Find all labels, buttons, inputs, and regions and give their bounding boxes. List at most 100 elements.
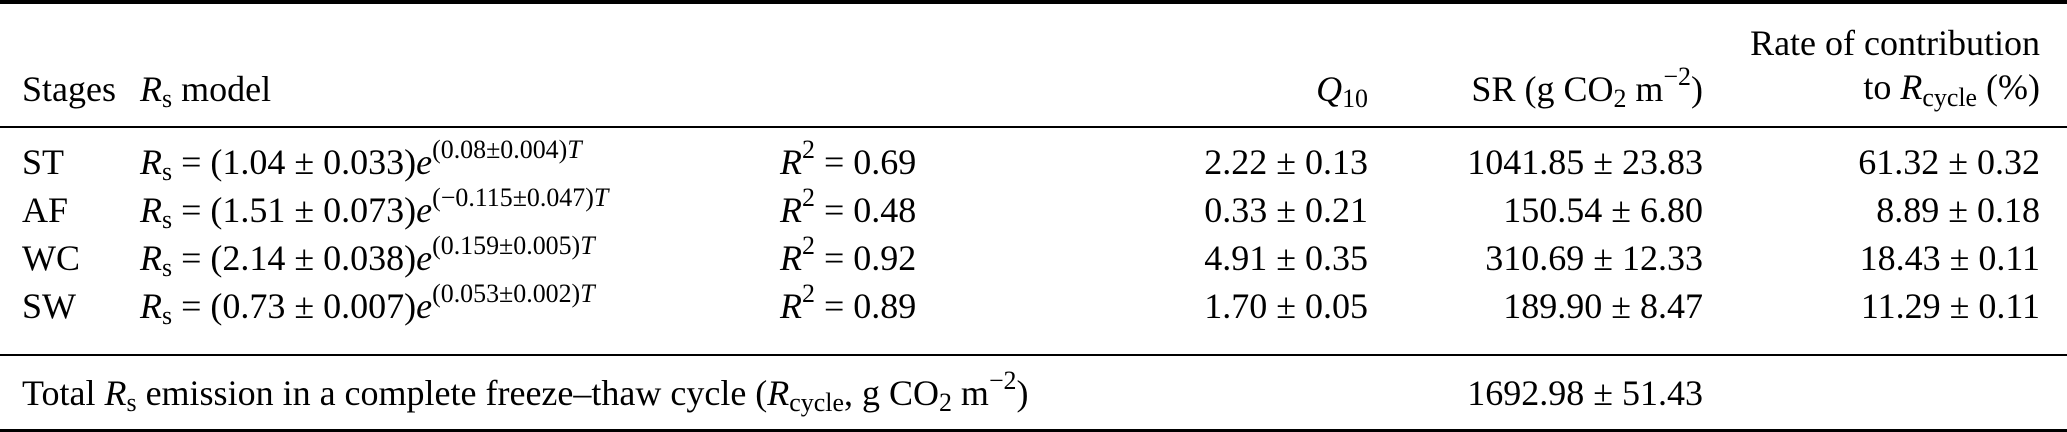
- table-body: ST Rs = (1.04 ± 0.033)e(0.08±0.004)T R2 …: [0, 128, 2067, 356]
- math-sub-s: s: [126, 387, 137, 417]
- total-text-pre: Total: [22, 372, 105, 413]
- math-sub-s: s: [162, 253, 173, 283]
- model-cell: Rs = (1.51 ± 0.073)e(−0.115±0.047)T: [140, 183, 780, 235]
- model-cell: Rs = (0.73 ± 0.007)e(0.053±0.002)T: [140, 279, 780, 330]
- model-cell: Rs = (1.04 ± 0.033)e(0.08±0.004)T: [140, 135, 780, 187]
- stage-label: AF: [22, 190, 69, 230]
- header-sr-close-paren: ): [1691, 69, 1703, 109]
- math-R: R: [140, 238, 162, 278]
- stage-label: ST: [22, 142, 65, 182]
- header-rate-line1: Rate of contribution: [1750, 23, 2040, 64]
- model-coefficient: (2.14 ± 0.038): [210, 238, 417, 278]
- q10-cell: 0.33 ± 0.21: [1204, 190, 1368, 230]
- math-R: R: [1900, 67, 1923, 108]
- model-exponent: (0.159±0.005)T: [432, 231, 594, 260]
- exponent-value: (−0.115±0.047): [432, 183, 594, 213]
- r2-value: 0.48: [853, 190, 917, 230]
- math-sub-cycle: cycle: [789, 387, 844, 417]
- q10-cell: 2.22 ± 0.13: [1204, 142, 1368, 182]
- table-header: Stages Rs model Q10 SR (g CO2 m−2) Rate …: [0, 4, 2067, 128]
- model-coefficient: (0.73 ± 0.007): [210, 286, 417, 326]
- stage-cell: AF: [22, 186, 140, 234]
- header-rate-of-contribution: Rate of contribution to Rcycle (%): [1703, 22, 2040, 112]
- math-e: e: [416, 238, 433, 278]
- equals-sign: =: [814, 190, 854, 230]
- r2-value: 0.92: [853, 238, 917, 278]
- math-sub-s: s: [162, 84, 173, 114]
- header-stages: Stages: [22, 68, 140, 110]
- math-sup-2: 2: [802, 279, 815, 309]
- math-sup-2: 2: [802, 231, 815, 261]
- model-exponent: (0.08±0.004)T: [432, 135, 582, 164]
- header-q10: Q10: [1033, 68, 1368, 114]
- math-sub-cycle: cycle: [1922, 82, 1978, 112]
- rate-cell: 61.32 ± 0.32: [1858, 142, 2040, 182]
- math-sub-10: 10: [1342, 84, 1368, 114]
- r2-value: 0.69: [853, 142, 917, 182]
- math-R: R: [140, 69, 162, 109]
- total-label: Total Rs emission in a complete freeze–t…: [22, 366, 1368, 417]
- co2-subscript: 2: [1613, 84, 1627, 114]
- r2-cell: R2 = 0.92: [780, 231, 1033, 282]
- exponent-value: (0.159±0.005): [432, 231, 581, 261]
- math-R: R: [104, 372, 127, 413]
- total-text-mid1: emission in a complete freeze–thaw cycle…: [136, 372, 768, 413]
- r2-value: 0.89: [853, 286, 917, 326]
- sr-cell: 1041.85 ± 23.83: [1467, 142, 1703, 182]
- total-sr-value: 1692.98 ± 51.43: [1467, 372, 1703, 413]
- rate-cell: 11.29 ± 0.11: [1860, 286, 2040, 326]
- math-e: e: [416, 190, 433, 230]
- math-R: R: [780, 286, 802, 326]
- r2-cell: R2 = 0.89: [780, 279, 1033, 330]
- rate-cell: 18.43 ± 0.11: [1859, 238, 2040, 278]
- exponent-minus-2: −2: [1663, 62, 1691, 92]
- sr-cell: 150.54 ± 6.80: [1503, 190, 1703, 230]
- equals-sign: =: [172, 286, 211, 326]
- header-rate-line2: to Rcycle (%): [1703, 66, 2040, 112]
- math-e: e: [416, 142, 433, 182]
- math-R: R: [140, 190, 162, 230]
- r2-cell: R2 = 0.48: [780, 183, 1033, 234]
- model-exponent: (0.053±0.002)T: [432, 279, 594, 308]
- model-cell: Rs = (2.14 ± 0.038)e(0.159±0.005)T: [140, 231, 780, 283]
- math-sub-s: s: [162, 157, 173, 187]
- math-R: R: [780, 190, 802, 230]
- total-text-mid2: , g CO: [843, 372, 939, 413]
- math-sup-2: 2: [802, 183, 815, 213]
- model-exponent: (−0.115±0.047)T: [432, 183, 608, 212]
- exponent-value: (0.08±0.004): [432, 135, 568, 165]
- q10-cell: 4.91 ± 0.35: [1204, 238, 1368, 278]
- q10-cell: 1.70 ± 0.05: [1204, 286, 1368, 326]
- math-Q: Q: [1316, 69, 1343, 109]
- math-R: R: [140, 142, 162, 182]
- header-rate-to: to: [1863, 67, 1901, 108]
- math-T: T: [580, 279, 595, 309]
- equals-sign: =: [814, 142, 854, 182]
- total-text-close-paren: ): [1016, 372, 1029, 413]
- equals-sign: =: [814, 286, 854, 326]
- equals-sign: =: [172, 238, 211, 278]
- math-R: R: [780, 238, 802, 278]
- table-total-row: Total Rs emission in a complete freeze–t…: [0, 356, 2067, 429]
- stage-cell: WC: [22, 234, 140, 282]
- math-e: e: [416, 286, 433, 326]
- header-sr: SR (g CO2 m−2): [1368, 62, 1703, 114]
- math-T: T: [567, 135, 582, 165]
- co2-subscript: 2: [938, 387, 952, 417]
- header-rs-model: Rs model: [140, 68, 780, 114]
- math-sub-s: s: [162, 205, 173, 235]
- header-rate-percent: (%): [1977, 67, 2040, 108]
- equals-sign: =: [814, 238, 854, 278]
- exponent-value: (0.053±0.002): [432, 279, 581, 309]
- stage-label: WC: [22, 238, 80, 278]
- stage-cell: ST: [22, 138, 140, 186]
- math-sup-2: 2: [802, 135, 815, 165]
- math-R: R: [780, 142, 802, 182]
- rate-cell: 8.89 ± 0.18: [1876, 190, 2040, 230]
- sr-cell: 189.90 ± 8.47: [1503, 286, 1703, 326]
- header-sr-prefix: SR (g CO: [1471, 69, 1614, 109]
- math-T: T: [593, 183, 609, 213]
- model-coefficient: (1.51 ± 0.073): [210, 190, 417, 230]
- header-sr-unit-m: m: [1626, 69, 1664, 109]
